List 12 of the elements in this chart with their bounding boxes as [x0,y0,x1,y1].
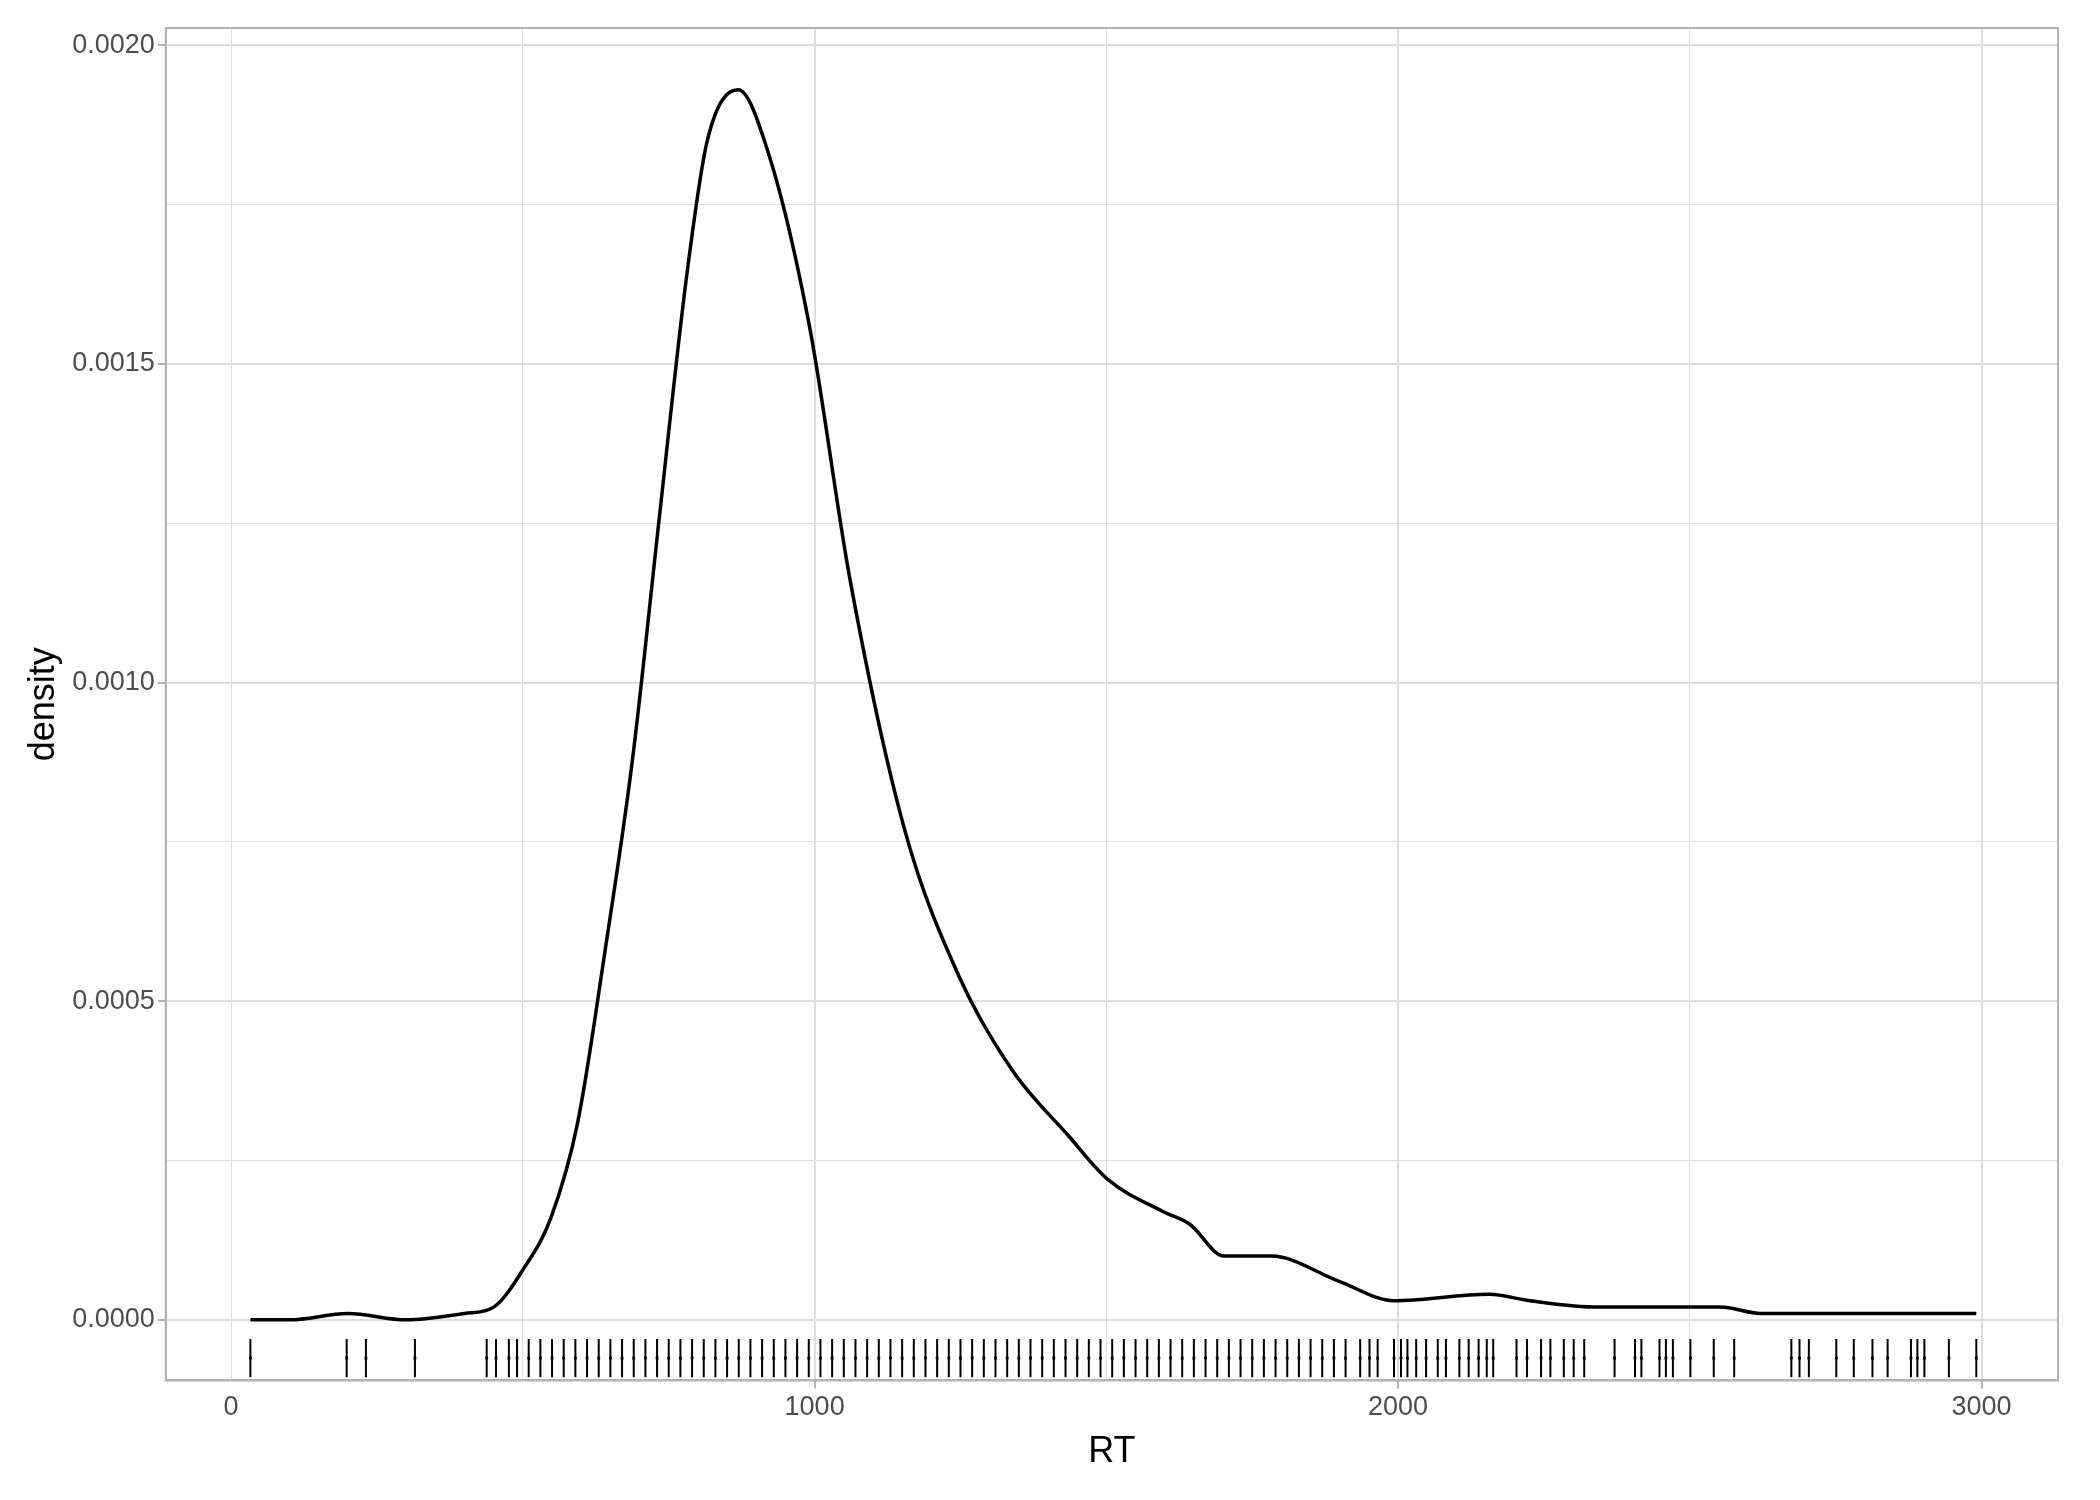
x-axis-title: RT [1088,1429,1136,1471]
x-tick-label: 2000 [1368,1391,1429,1422]
y-tick-label: 0.0010 [72,665,155,696]
y-axis-title: density [20,647,62,762]
x-tick-label: 1000 [784,1391,845,1422]
y-tick-label: 0.0000 [72,1303,155,1334]
x-tick-label: 0 [223,1391,239,1422]
y-tick-label: 0.0005 [72,984,155,1015]
y-tick-label: 0.0020 [72,28,155,59]
line-series [248,88,1979,1322]
y-tick-label: 0.0015 [72,347,155,378]
x-tick-label: 3000 [1951,1391,2012,1422]
